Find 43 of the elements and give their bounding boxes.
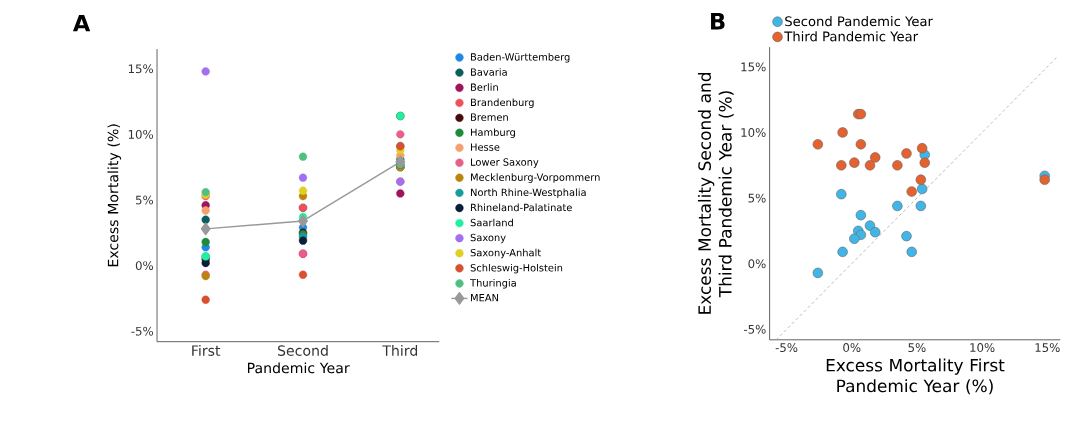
legend-label: North Rhine-Westphalia: [471, 188, 586, 199]
chart-title: A: [72, 14, 91, 32]
legend-label: Saxony: [470, 233, 506, 244]
legend-label: Baden-Württemberg: [471, 53, 570, 63]
y-tick-label: 10%: [741, 128, 766, 137]
legend-label: MEAN: [471, 294, 498, 302]
legend-label: Second Pandemic Year: [785, 16, 933, 27]
y-tick-label: 15%: [741, 62, 766, 72]
y-axis-title: Excess Mortality (%): [107, 124, 122, 267]
legend-label: Saxony-Anhalt: [470, 248, 541, 259]
legend-label: Hamburg: [471, 128, 515, 138]
legend-label: Bavaria: [471, 68, 507, 76]
x-axis-title: Pandemic Year: [247, 362, 350, 374]
x-tick-label: 0%: [843, 343, 861, 353]
x-tick-label: Third: [382, 345, 418, 356]
x-tick-label: 5%: [908, 343, 926, 353]
legend-label: Schleswig-Holstein: [470, 263, 563, 274]
legend-label: Thuringia: [470, 279, 516, 289]
chart-title: B: [711, 13, 725, 30]
y-tick-label: 15%: [128, 64, 154, 74]
x-tick-label: Second: [277, 345, 328, 356]
x-tick-label: -5%: [775, 343, 798, 353]
y-tick-label: 5%: [135, 195, 154, 205]
legend-label: Berlin: [471, 83, 498, 91]
legend-label: Lower Saxony: [471, 158, 539, 168]
x-tick-label: 15%: [1035, 343, 1060, 353]
y-tick-label: 5%: [748, 193, 766, 203]
x-tick-label: First: [192, 345, 221, 356]
legend-label: Brandenburg: [471, 98, 534, 109]
legend-label: Bremen: [471, 113, 508, 121]
y-tick-label: -5%: [131, 326, 154, 336]
x-tick-label: 10%: [970, 343, 995, 353]
legend-label: Third Pandemic Year: [784, 31, 919, 42]
y-tick-label: 0%: [748, 259, 766, 269]
legend-label: Rhineland-Palatinate: [471, 203, 572, 212]
x-axis-title: Excess Mortality First Pandemic Year (%): [826, 358, 1005, 395]
legend-label: Hesse: [471, 143, 500, 151]
y-tick-label: 0%: [135, 261, 154, 271]
legend-label: Saarland: [470, 218, 513, 227]
y-tick-label: 10%: [128, 129, 154, 139]
y-axis-title: Excess Mortality Second and Third Pandemic Year (%): [697, 73, 734, 314]
y-tick-label: -5%: [743, 324, 766, 334]
legend-label: Mecklenburg-Vorpommern: [471, 173, 600, 183]
